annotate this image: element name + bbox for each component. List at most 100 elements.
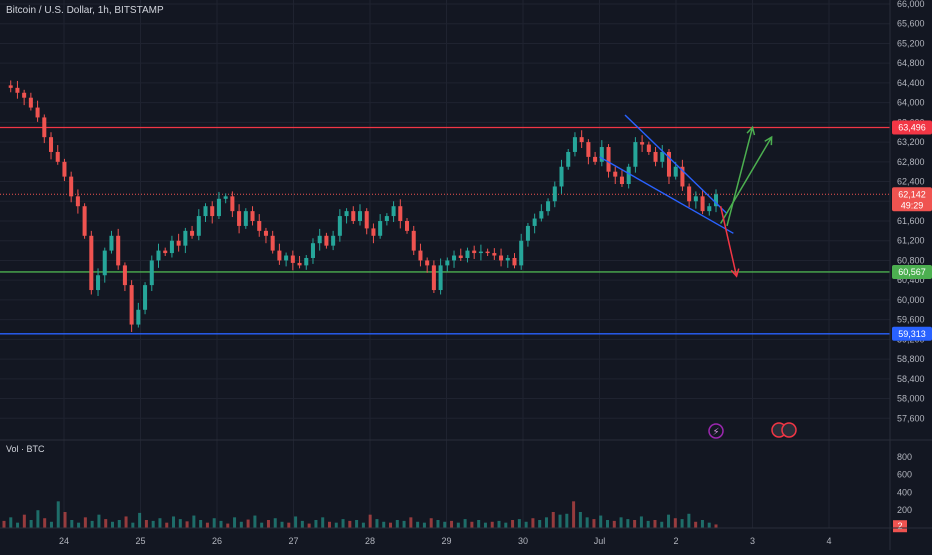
candle-body [606, 147, 611, 172]
candle-body [210, 206, 215, 217]
volume-tick-label: 600 [897, 470, 912, 480]
candle-body [230, 196, 235, 212]
level-price-badge [892, 120, 932, 135]
candle-body [22, 92, 27, 98]
candle-body [626, 166, 631, 185]
candle-body [539, 211, 544, 219]
candle-body [290, 255, 295, 263]
candle-body [156, 250, 161, 261]
volume-bar [558, 514, 562, 528]
us-flag-event-icon[interactable] [781, 422, 797, 438]
candle-body [257, 221, 262, 231]
candle-body [250, 211, 255, 221]
candle-body [89, 235, 94, 291]
volume-bar [246, 519, 250, 528]
volume-bar [300, 520, 304, 528]
candle-body [196, 216, 201, 236]
drawings[interactable] [599, 114, 773, 278]
candle-body [640, 142, 645, 145]
volume-bar [572, 501, 576, 528]
volume-bar [511, 520, 515, 528]
volume-bars [2, 501, 718, 528]
volume-bar [22, 514, 26, 528]
lightning-event-icon[interactable] [708, 423, 724, 439]
price-tick-label: 58,000 [897, 394, 925, 404]
volume-bar [375, 519, 379, 528]
candle-body [344, 211, 349, 217]
candle-body [371, 228, 376, 236]
volume-bar [673, 518, 677, 528]
volume-bar [517, 519, 521, 528]
candle-body [485, 251, 490, 254]
candle-body [653, 151, 658, 162]
volume-bar [680, 519, 684, 528]
time-tick-label: Jul [594, 536, 606, 546]
candle-body [559, 166, 564, 187]
volume-bar [450, 520, 454, 528]
time-axis[interactable]: 24 25 26 27 28 29 30 Jul 2 3 4 [0, 439, 932, 546]
volume-bar [436, 520, 440, 528]
volume-bar [205, 522, 209, 528]
candle-body [707, 206, 712, 212]
projection-arrow[interactable] [719, 136, 773, 224]
volume-bar [694, 521, 698, 528]
time-tick-label: 4 [826, 536, 831, 546]
volume-bar [592, 519, 596, 528]
volume-bar [341, 519, 345, 528]
level-price-label: 63,496 [898, 122, 926, 132]
candle-body [163, 250, 168, 254]
candle-body [633, 142, 638, 167]
time-tick-label: 3 [750, 536, 755, 546]
candle-body [411, 230, 416, 251]
volume-bar [524, 521, 528, 528]
volume-bar [219, 520, 223, 528]
candle-body [660, 151, 665, 162]
volume-bar [585, 517, 589, 528]
candle-body [136, 309, 141, 325]
volume-bar [49, 521, 53, 528]
horizontal-levels[interactable] [0, 126, 890, 335]
candle-body [277, 250, 282, 261]
price-tick-label: 57,600 [897, 413, 925, 423]
time-tick-label: 29 [441, 536, 451, 546]
volume-bar [443, 521, 447, 528]
volume-bar [43, 518, 47, 528]
volume-bar [192, 515, 196, 528]
volume-bar [395, 520, 399, 528]
projection-arrow[interactable] [719, 206, 738, 277]
candle-body [438, 265, 443, 291]
volume-bar [470, 521, 474, 528]
candle-body [169, 240, 174, 254]
volume-bar [348, 520, 352, 528]
candle-body [673, 166, 678, 177]
volume-tick-label: 200 [897, 505, 912, 515]
candle-body [599, 147, 604, 162]
candle-body [693, 196, 698, 202]
candle-body [552, 186, 557, 202]
volume-bar [422, 522, 426, 528]
volume-bar [551, 512, 555, 528]
channel-trendline[interactable] [599, 156, 734, 234]
volume-bar [273, 518, 277, 528]
price-axis[interactable]: 66,00065,60065,20064,80064,40064,00063,6… [889, 0, 932, 550]
candle-body [129, 285, 134, 325]
level-price-badge [892, 326, 932, 341]
candle-body [116, 235, 121, 266]
volume-bar [497, 520, 501, 528]
candle-body [619, 176, 624, 185]
event-markers[interactable]: ⚡ [708, 422, 797, 439]
candle-body [82, 206, 87, 236]
candle-body [337, 216, 342, 236]
volume-bar [327, 521, 331, 528]
candle-body [75, 196, 80, 207]
volume-bar [144, 520, 148, 528]
candle-body [666, 151, 671, 177]
channel-trendline[interactable] [624, 114, 728, 215]
volume-bar [77, 522, 81, 528]
projection-arrow[interactable] [726, 127, 754, 227]
candle-body [713, 194, 719, 207]
volume-bar [504, 522, 508, 528]
candle-body [62, 161, 67, 177]
